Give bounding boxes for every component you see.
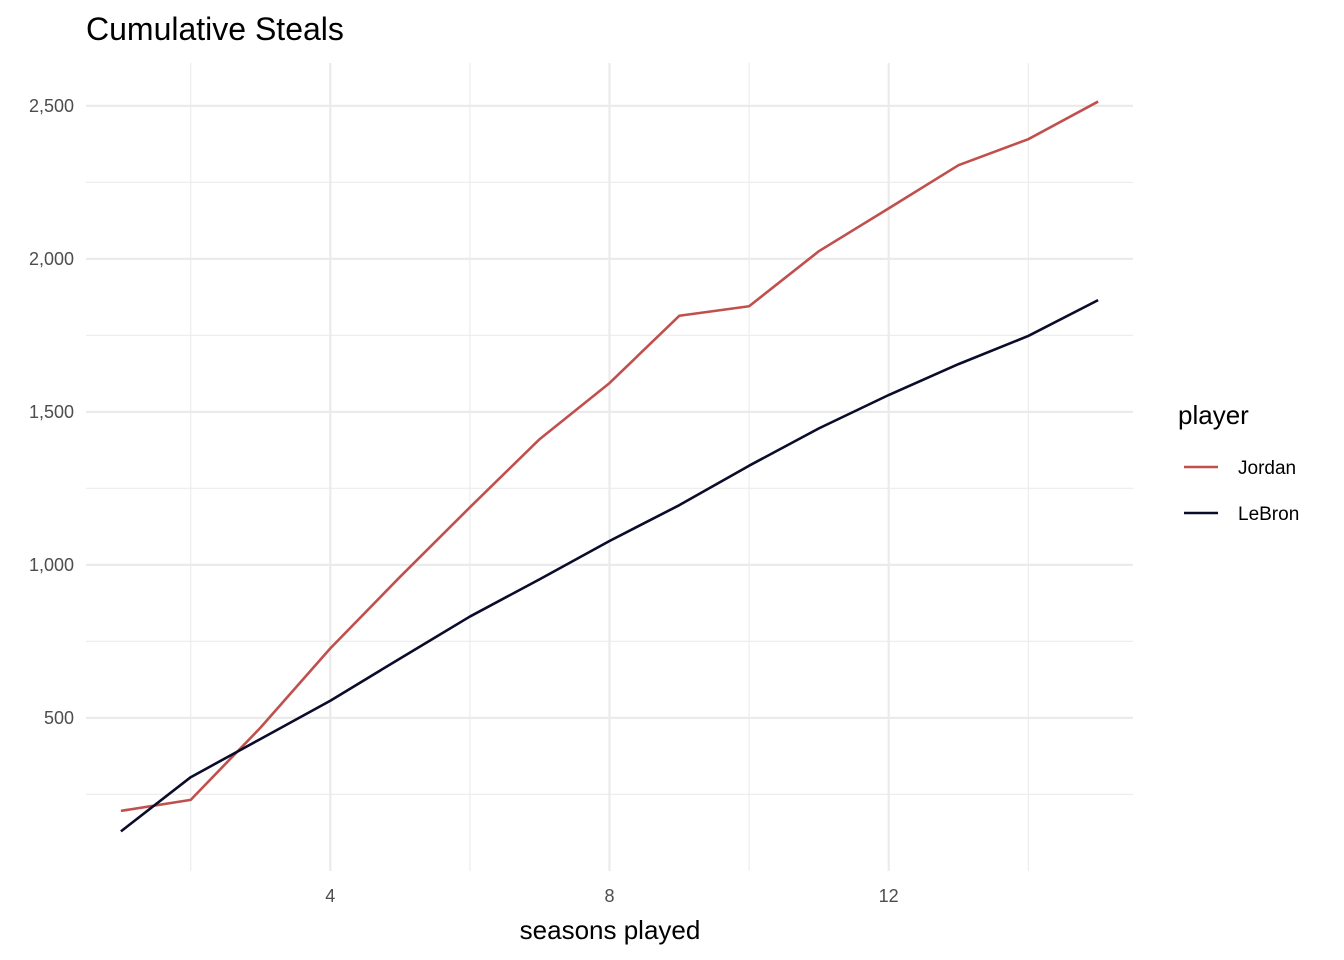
legend-label-jordan: Jordan [1238, 458, 1296, 479]
x-tick-label: 4 [325, 886, 335, 906]
series-line-jordan [120, 100, 1099, 813]
grid [86, 63, 1133, 871]
series-line-lebron [120, 298, 1099, 833]
x-axis-title: seasons played [520, 915, 701, 945]
y-tick-label: 1,000 [29, 555, 74, 575]
y-tick-label: 2,500 [29, 96, 74, 116]
chart-title: Cumulative Steals [86, 11, 344, 47]
legend: player Jordan LeBron [1178, 400, 1299, 525]
legend-label-lebron: LeBron [1238, 504, 1299, 525]
x-tick-label: 8 [604, 886, 614, 906]
y-tick-label: 500 [44, 708, 74, 728]
y-tick-label: 2,000 [29, 249, 74, 269]
legend-title: player [1178, 400, 1249, 430]
y-tick-label: 1,500 [29, 402, 74, 422]
legend-entries: Jordan LeBron [1184, 458, 1299, 525]
plot-series [120, 100, 1099, 833]
x-tick-label: 12 [879, 886, 899, 906]
axis-ticks: 500 1,000 1,500 2,000 2,500 4 8 12 [29, 96, 899, 906]
